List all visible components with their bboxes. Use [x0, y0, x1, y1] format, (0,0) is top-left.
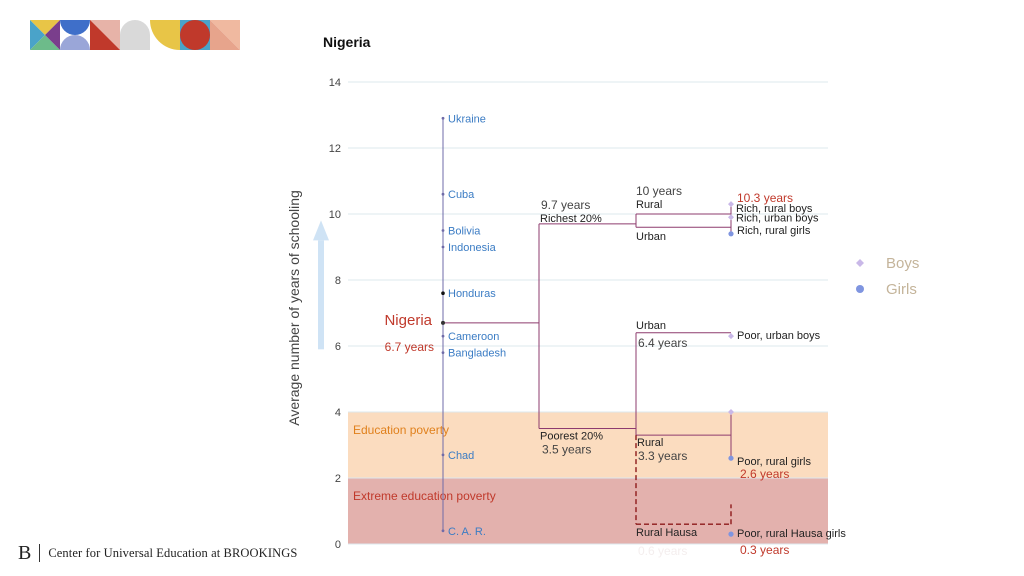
boys-point [728, 201, 734, 208]
country-point [441, 291, 445, 296]
group-label: Rich, rural boys [736, 203, 813, 215]
country-label: C. A. R. [448, 526, 486, 538]
diamond-icon [852, 258, 868, 268]
y-tick-label: 4 [335, 407, 341, 419]
country-point [441, 192, 445, 196]
y-tick-label: 10 [329, 209, 341, 221]
band-1 [348, 478, 828, 544]
country-label: Chad [448, 450, 474, 462]
group-label: Rich, rural girls [737, 225, 811, 237]
logo-shape [45, 20, 60, 50]
logo-shape [30, 20, 60, 35]
country-label: Cameroon [448, 331, 499, 343]
group-value: 2.6 years [740, 467, 789, 481]
logo-shape [210, 20, 240, 50]
arrow-head [313, 220, 329, 241]
nigeria-point [441, 320, 445, 325]
chart-labels: Ukraine Cuba Bolivia Indonesia Honduras Camer… [384, 113, 846, 558]
logo-shape [180, 20, 210, 50]
logo-shape [120, 20, 150, 50]
country-label: Indonesia [448, 242, 497, 254]
group-value: 10.3 years [737, 191, 793, 205]
band-label: Extreme education poverty [353, 489, 496, 503]
country-point [441, 529, 445, 533]
location-value: 0.6 years [638, 544, 687, 558]
country-point [441, 351, 445, 354]
y-axis-label: Average number of years of schooling [286, 190, 302, 426]
poverty-bands: Education poverty Extreme education pover… [348, 412, 828, 544]
y-tick-label: 6 [335, 341, 341, 353]
y-tick-label: 2 [335, 473, 341, 485]
legend-item-girls: Girls [852, 276, 919, 302]
boys-point [728, 214, 734, 221]
footer-divider [39, 544, 41, 562]
band-0 [348, 412, 828, 478]
boys-point [728, 333, 734, 340]
y-axis-arrow [313, 220, 329, 350]
logo-shape [150, 20, 180, 50]
legend: Boys Girls [852, 250, 919, 302]
brookings-mark: B [18, 541, 32, 564]
location-label: Urban [636, 320, 666, 332]
legend-item-boys: Boys [852, 250, 919, 276]
country-point [441, 453, 445, 457]
y-tick-label: 8 [335, 275, 341, 287]
logo-shape [30, 35, 60, 50]
country-point [441, 334, 445, 338]
band-label: Education poverty [353, 423, 449, 437]
wealth-label: Richest 20% [540, 213, 602, 225]
country-label: Cuba [448, 189, 475, 201]
boys-point [728, 409, 734, 415]
location-label: Rural Hausa [636, 527, 698, 539]
country-point [441, 245, 445, 249]
country-label: Honduras [448, 288, 496, 300]
girls-point [728, 455, 734, 461]
arrow-shaft [318, 240, 324, 350]
circle-icon [852, 284, 868, 294]
logo-shape [60, 35, 90, 50]
chart-title: Nigeria [323, 34, 371, 50]
wealth-label: Poorest 20% [540, 431, 603, 443]
country-label: Bangladesh [448, 348, 506, 360]
group-value: 0.3 years [740, 543, 789, 557]
y-tick-label: 0 [335, 539, 341, 551]
wealth-value: 9.7 years [541, 198, 590, 212]
location-label: Urban [636, 231, 666, 243]
legend-label: Boys [886, 254, 920, 272]
y-tick-label: 14 [329, 77, 341, 89]
group-label: Poor, rural Hausa girls [737, 528, 846, 540]
location-value: 10 years [636, 184, 682, 198]
logo-shape [90, 20, 120, 50]
wealth-value: 3.5 years [542, 443, 591, 457]
gridlines [348, 81, 828, 545]
legend-label: Girls [886, 280, 917, 298]
logo-shape [60, 20, 90, 35]
y-axis: 0 2 4 6 8 10 12 14 [329, 77, 341, 551]
logo-shape [30, 20, 45, 50]
location-value: 6.4 years [638, 336, 687, 350]
group-label: Poor, urban boys [737, 330, 821, 342]
chart-marks [441, 116, 734, 537]
y-tick-label: 12 [329, 143, 341, 155]
group-label: Rich, urban boys [736, 212, 819, 224]
location-value: 3.3 years [638, 449, 687, 463]
country-label: Ukraine [448, 113, 486, 125]
group-label: Poor, rural girls [737, 456, 811, 468]
brand-logo [30, 20, 240, 50]
girls-point [728, 531, 734, 537]
location-label: Rural [636, 199, 662, 211]
focus-label: Nigeria [384, 312, 432, 329]
footer: B Center for Universal Education at BROO… [18, 541, 297, 565]
focus-value: 6.7 years [385, 340, 434, 354]
location-label: Rural [637, 437, 663, 449]
girls-point [728, 231, 734, 237]
country-label: Bolivia [448, 226, 481, 238]
country-point [441, 229, 445, 232]
country-point [441, 116, 445, 120]
footer-org: Center for Universal Education at BROOKI… [48, 545, 298, 560]
